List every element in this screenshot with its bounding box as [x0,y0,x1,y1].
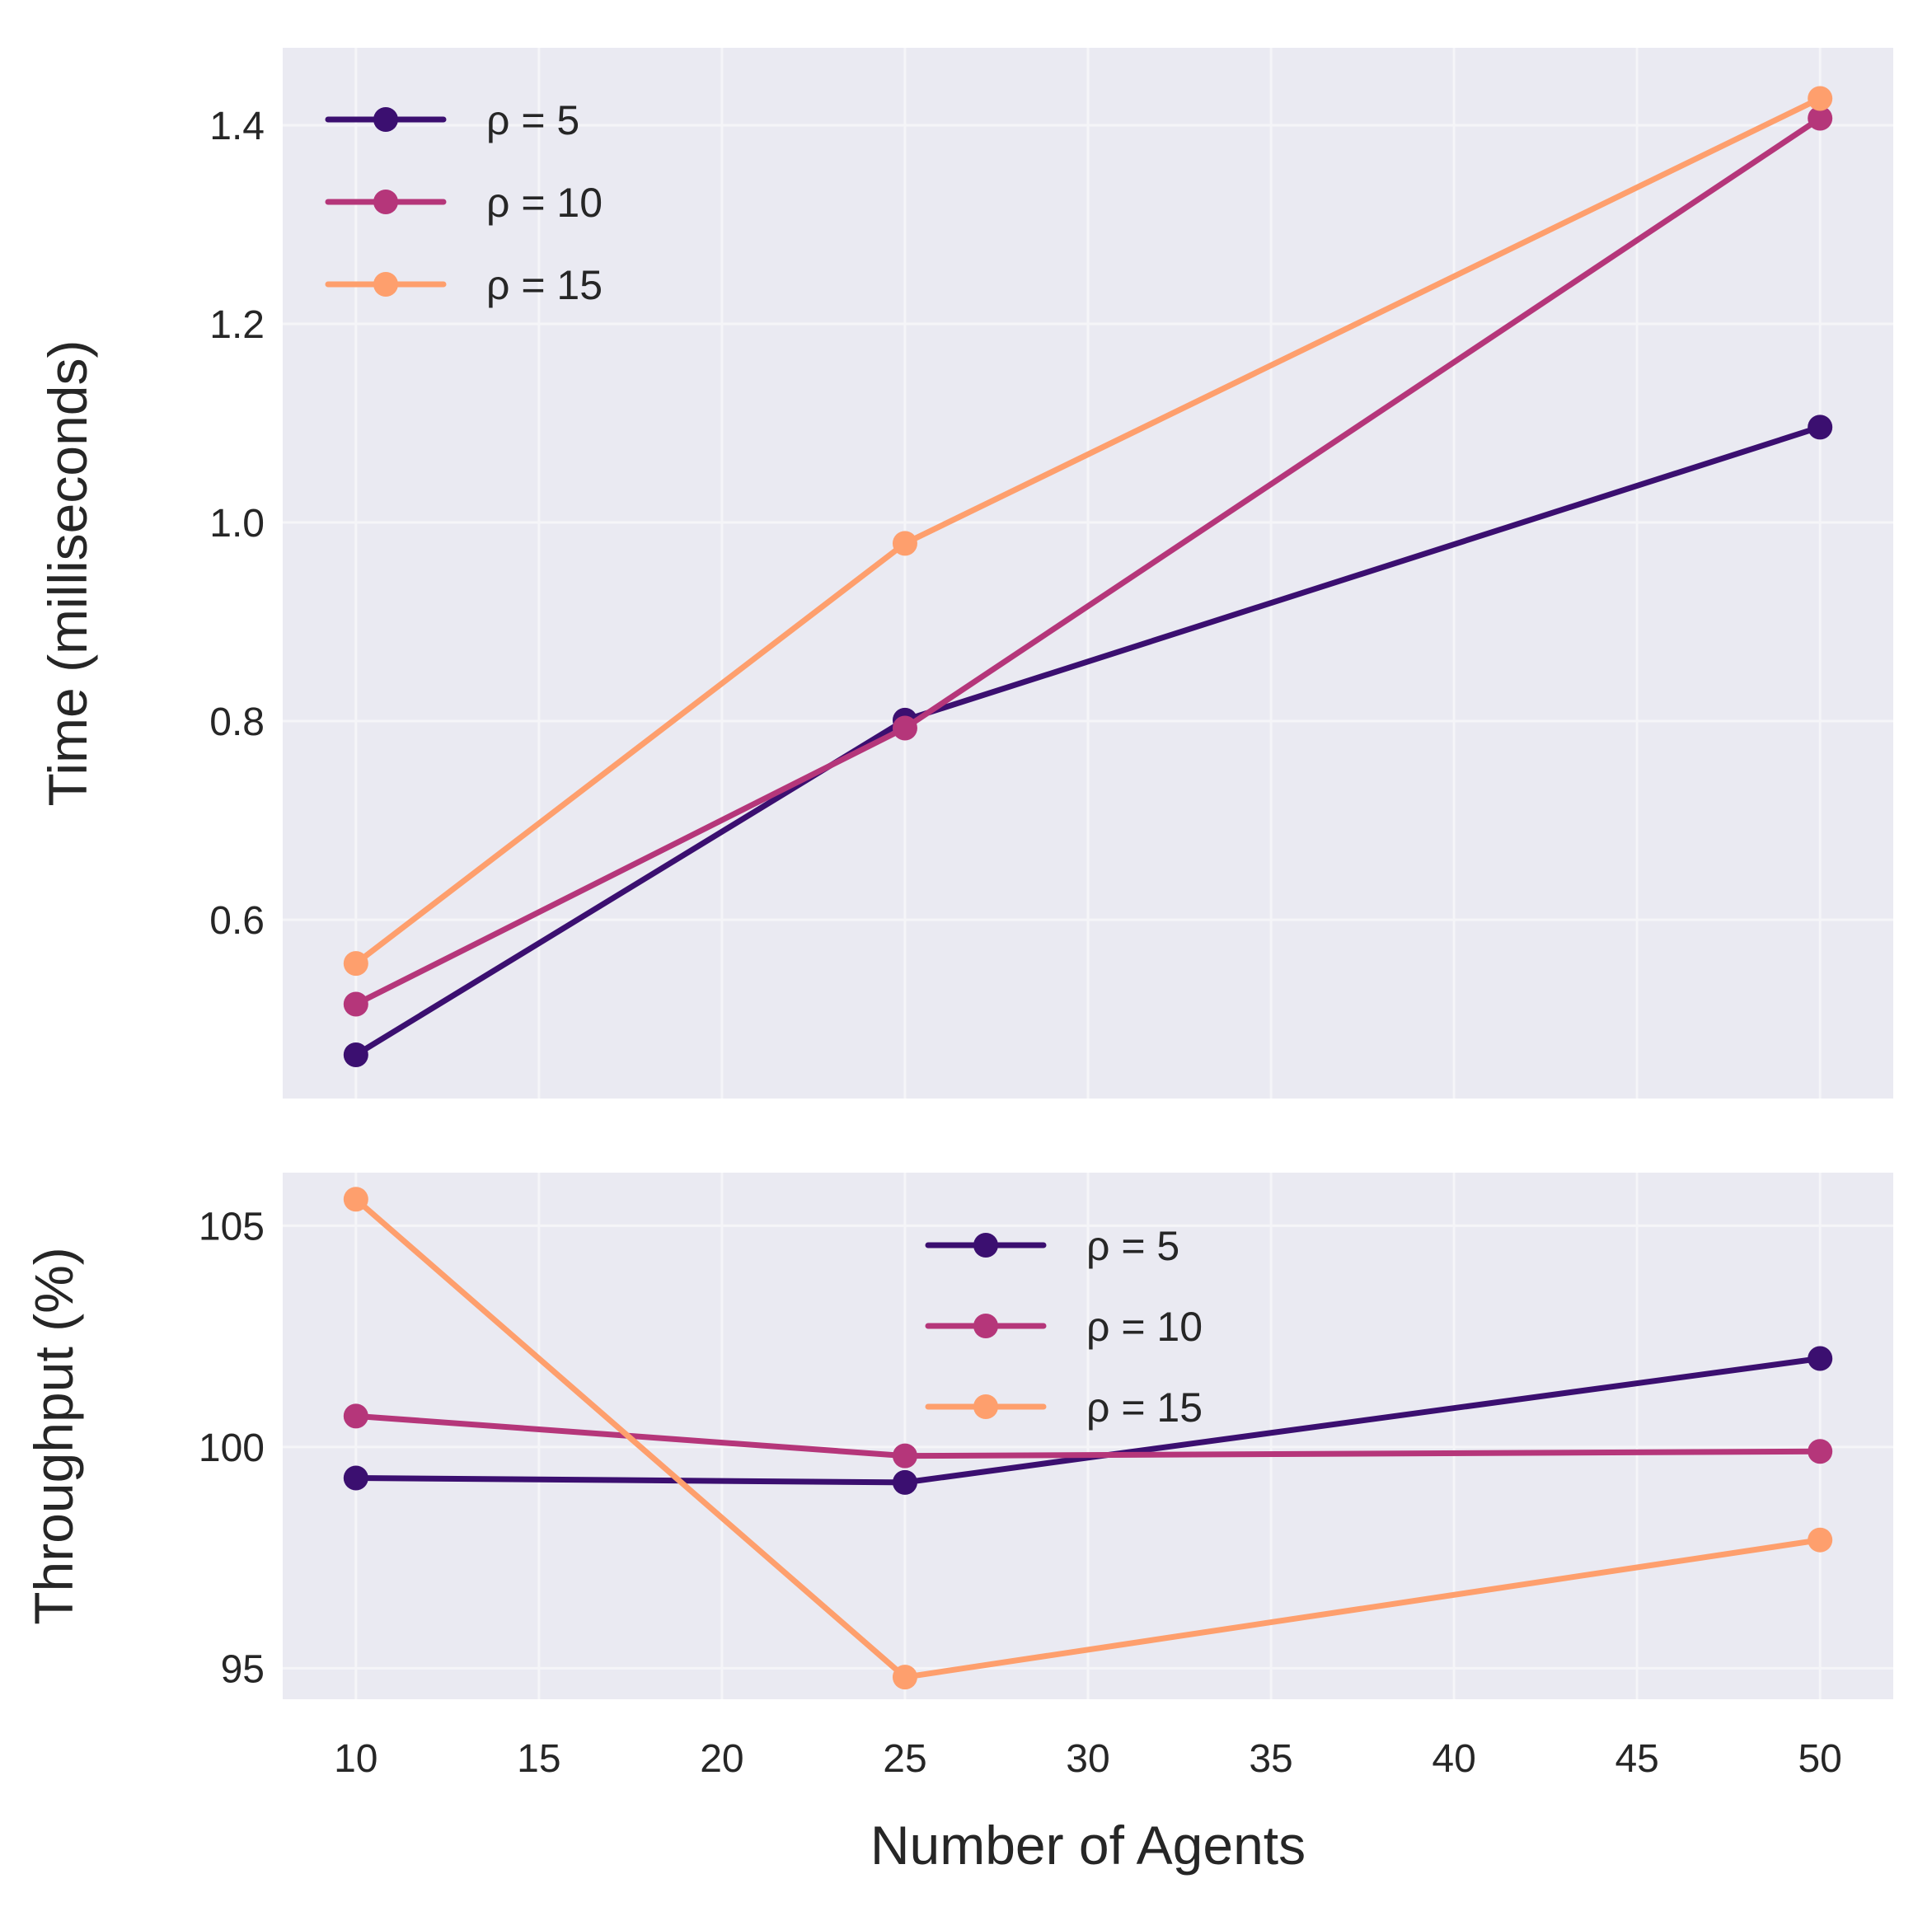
legend-label: ρ = 10 [486,180,603,226]
y-tick-label: 1.2 [209,303,265,347]
data-point [343,1465,368,1491]
x-tick-label: 15 [517,1737,560,1781]
legend-marker [973,1233,998,1258]
legend-marker [373,190,398,214]
y-tick-label: 0.8 [209,700,265,744]
legend-label: ρ = 5 [1086,1223,1179,1269]
legend-label: ρ = 10 [1086,1304,1203,1350]
time-panel: 0.6 0.8 1.0 1.2 1.4 ρ = 5 ρ = 10 ρ = 15 Time (mi… [37,48,1893,1099]
y-axis-label: Throughput (%) [23,1247,84,1625]
y-tick-label: 105 [199,1205,265,1248]
data-point [343,991,368,1017]
data-point [892,1443,917,1469]
legend-label: ρ = 5 [486,97,579,143]
data-point [1808,1346,1833,1371]
data-point [1808,86,1833,111]
legend-label: ρ = 15 [486,262,603,308]
x-tick-label: 40 [1432,1737,1475,1781]
data-point [1808,415,1833,440]
data-point [1808,1439,1833,1464]
data-point [343,1042,368,1067]
data-point [892,1469,917,1495]
y-tick-label: 95 [221,1647,265,1691]
data-point [343,951,368,977]
data-point [892,531,917,556]
y-axis-label: Time (milliseconds) [37,340,98,807]
x-tick-label: 20 [700,1737,743,1781]
y-tick-label: 1.4 [209,105,265,148]
data-point [892,1665,917,1690]
legend-marker [373,107,398,132]
data-point [343,1187,368,1212]
legend-marker [973,1314,998,1338]
x-tick-label: 30 [1066,1737,1109,1781]
x-tick-label: 10 [334,1737,377,1781]
legend-label: ρ = 15 [1086,1384,1203,1431]
y-tick-label: 0.6 [209,899,265,943]
x-tick-label: 45 [1615,1737,1658,1781]
legend: ρ = 5 ρ = 10 ρ = 15 [925,1223,1203,1431]
data-point [1808,105,1833,131]
data-point [1808,1527,1833,1553]
x-tick-label: 25 [883,1737,926,1781]
legend: ρ = 5 ρ = 10 ρ = 15 [325,97,603,308]
legend-marker [373,272,398,297]
x-tick-label: 50 [1798,1737,1841,1781]
data-point [892,715,917,741]
data-point [343,1403,368,1429]
legend-marker [973,1394,998,1419]
y-tick-label: 1.0 [209,502,265,546]
x-tick-label: 35 [1249,1737,1292,1781]
y-tick-label: 100 [199,1426,265,1470]
x-axis-label: Number of Agents [870,1815,1306,1876]
